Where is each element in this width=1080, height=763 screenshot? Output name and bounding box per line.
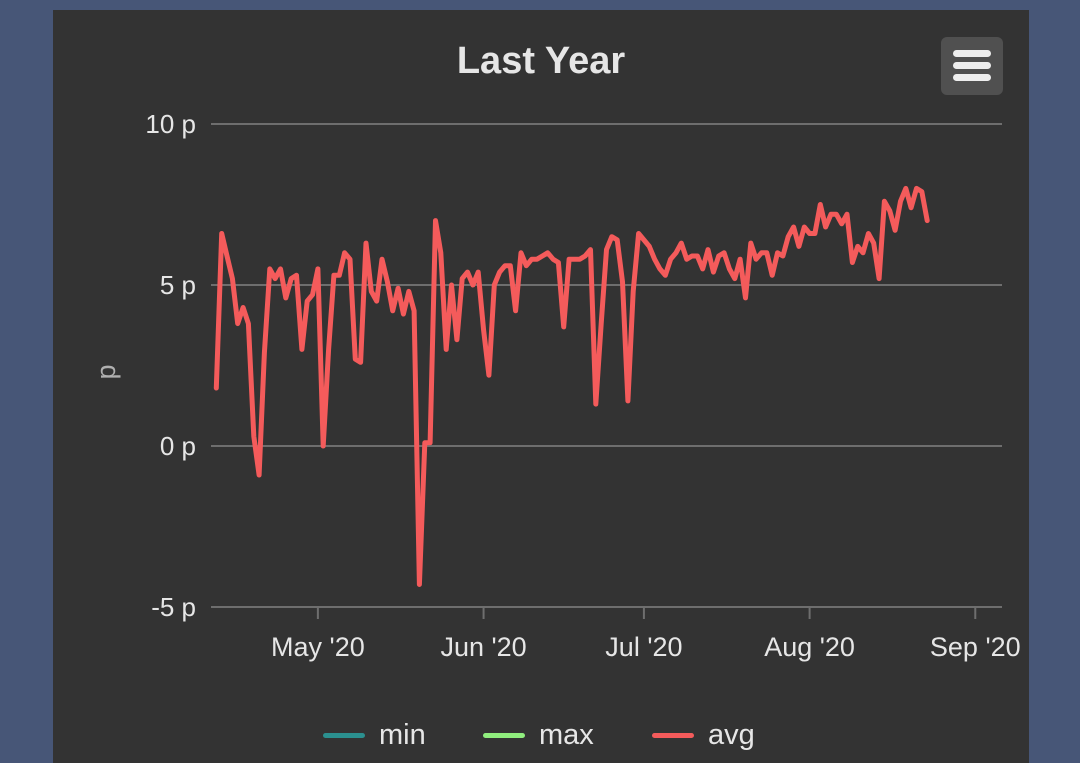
legend-label-min: min bbox=[379, 718, 426, 751]
series-line-avg bbox=[213, 185, 930, 587]
y-tick-label: 5 p bbox=[160, 270, 196, 300]
chart-title: Last Year bbox=[456, 40, 626, 82]
menu-button[interactable] bbox=[941, 37, 1003, 95]
x-tick-label: Sep '20 bbox=[930, 632, 1021, 662]
legend-swatch-min bbox=[323, 732, 365, 738]
legend-item-max[interactable]: max bbox=[483, 715, 594, 755]
legend-swatch-avg bbox=[652, 732, 694, 738]
legend-label-avg: avg bbox=[708, 718, 755, 751]
x-tick-label: Jul '20 bbox=[605, 632, 682, 662]
legend-label-max: max bbox=[539, 718, 594, 751]
y-tick-label: 0 p bbox=[160, 431, 196, 461]
x-tick-label: Jun '20 bbox=[440, 632, 526, 662]
chart-legend: min max avg bbox=[53, 715, 1029, 755]
menu-bar-icon bbox=[953, 62, 991, 69]
axis-title-y: p bbox=[91, 364, 121, 379]
menu-bar-icon bbox=[953, 50, 991, 57]
menu-bar-icon bbox=[953, 74, 991, 81]
legend-item-avg[interactable]: avg bbox=[652, 715, 755, 755]
chart-svg: p 10 p 5 p 0 p -5 p May '20 Jun '20 Jul '20 Au… bbox=[91, 109, 1021, 662]
legend-swatch-max bbox=[483, 732, 525, 738]
x-tick-label: May '20 bbox=[271, 632, 365, 662]
x-tick-label: Aug '20 bbox=[764, 632, 855, 662]
chart-panel: p 10 p 5 p 0 p -5 p May '20 Jun '20 Jul '20 Au… bbox=[53, 10, 1029, 763]
legend-item-min[interactable]: min bbox=[323, 715, 426, 755]
y-tick-label: 10 p bbox=[145, 109, 196, 139]
y-tick-label: -5 p bbox=[151, 592, 196, 622]
